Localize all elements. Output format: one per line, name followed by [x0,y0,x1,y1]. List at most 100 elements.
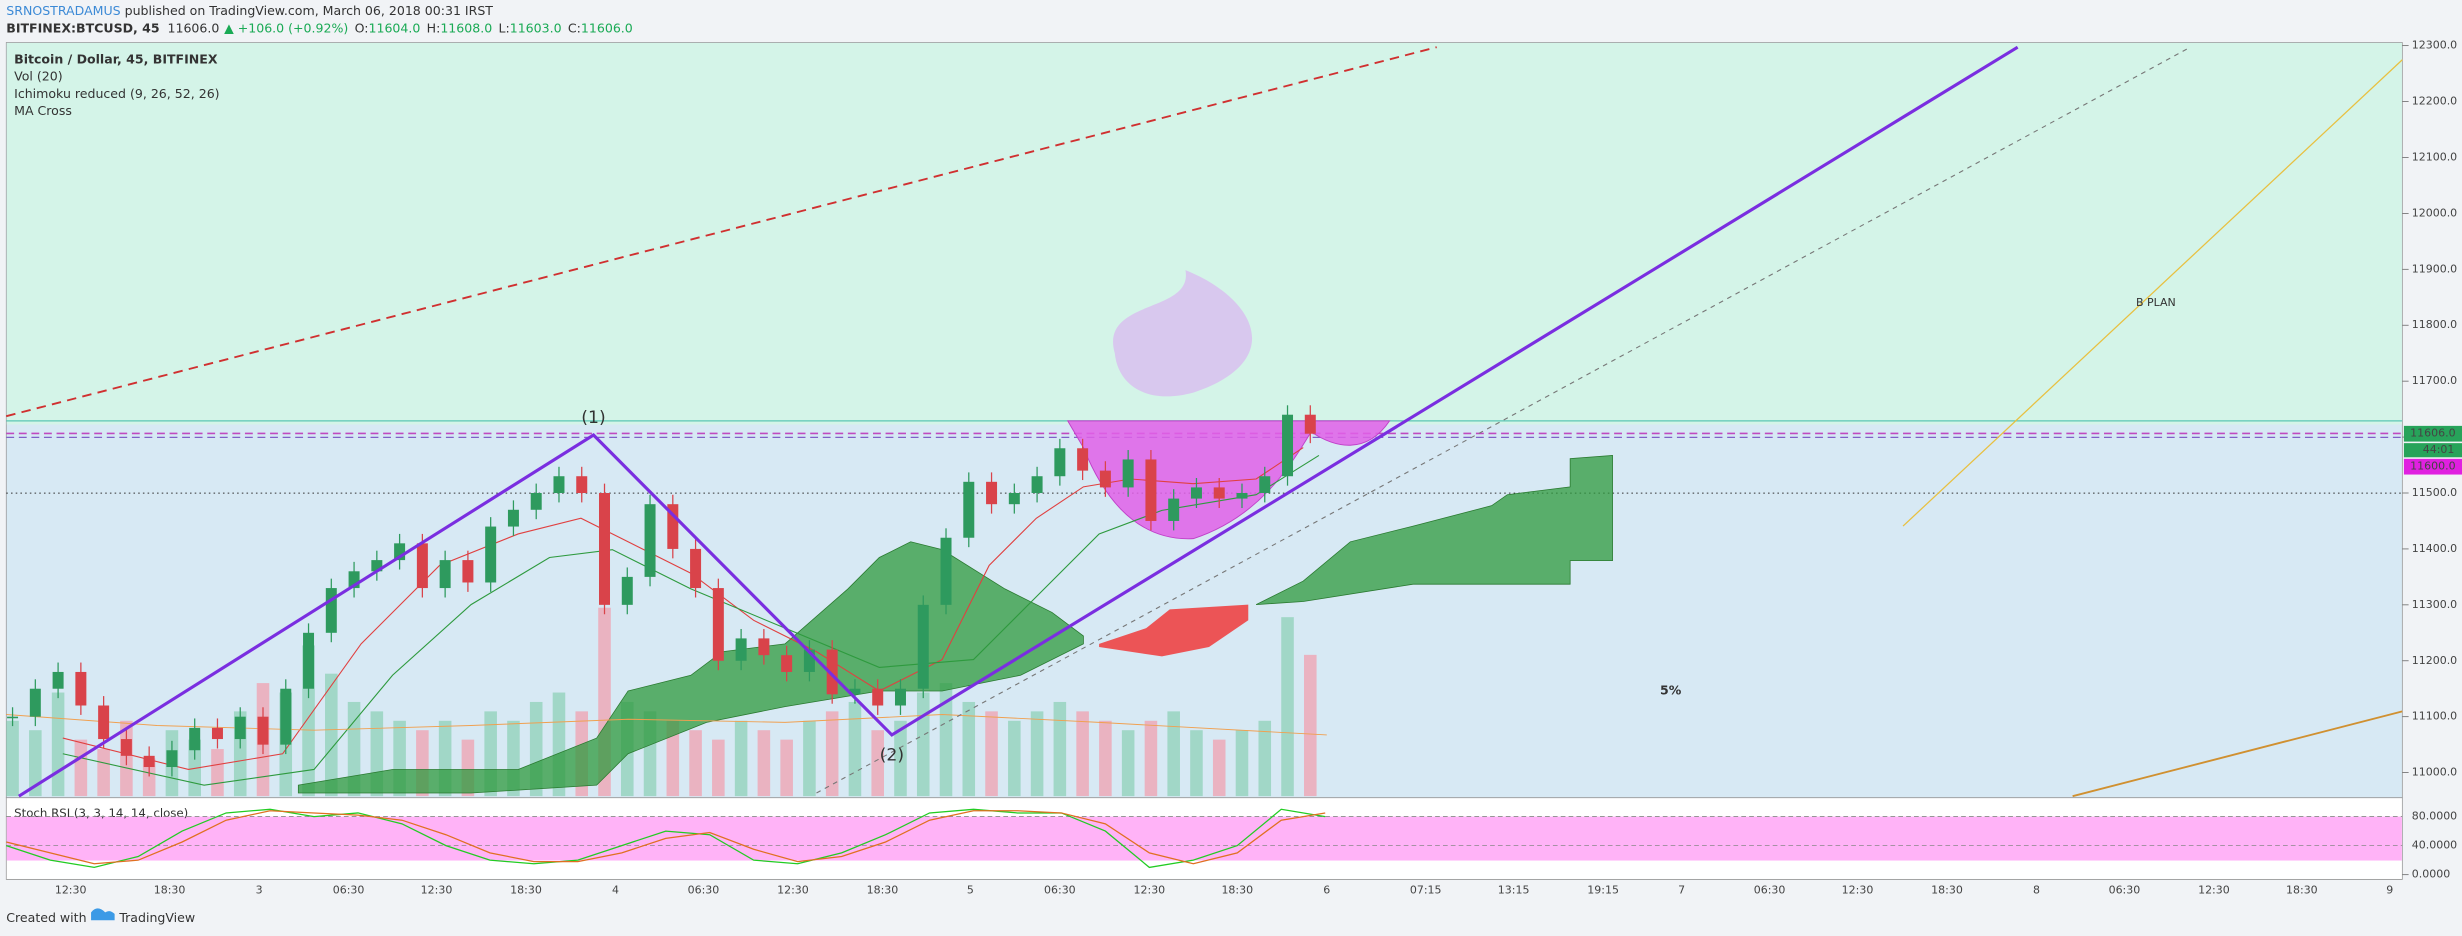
ichimoku-cloud [1255,455,1613,605]
candle [462,560,474,583]
candle [394,543,406,561]
ohlc-value: 11603.0 [510,20,562,35]
volume-bar [985,711,998,797]
ohlc-value: 11604.0 [368,20,420,35]
legend-entry: Bitcoin / Dollar, 45, BITFINEX [14,51,218,66]
candle [1282,414,1294,477]
stoch-band [6,816,2402,861]
volume-bar [51,692,65,797]
volume-bar [848,701,862,797]
volume-bar [1212,739,1226,797]
x-tick-label: 5 [967,883,974,896]
trend-line [816,46,2191,794]
candle [849,688,861,695]
x-tick-label: 18:30 [867,883,899,896]
x-tick-label: 06:30 [2109,883,2141,896]
candle [1077,448,1089,471]
candle [872,688,884,706]
candle [1304,414,1316,434]
candle [325,588,337,633]
candle [280,688,292,745]
trend-line [1902,59,2403,527]
candle [667,504,679,549]
candle [1031,476,1043,494]
ma-slow [62,454,1320,786]
last-price-tag [2403,425,2462,442]
volume-bar [916,692,930,797]
candle [894,688,906,706]
stoch-tick-label: 0.0000 [2412,868,2450,881]
x-tick-label: 06:30 [1044,883,1076,896]
volume-bar [1281,617,1294,797]
x-tick-label: 6 [1323,883,1330,896]
volume-bar [1008,720,1021,797]
candle [712,588,724,661]
candle [120,739,132,756]
legend-entry: Vol (20) [14,69,63,84]
volume-bar [939,683,953,797]
candle [485,526,497,583]
volume-bar [1099,720,1112,797]
candle [29,688,41,717]
wave-line [18,45,2019,798]
volume-bar [666,720,680,797]
x-tick-label: 06:30 [333,883,365,896]
x-tick-label: 18:30 [510,883,542,896]
candle [917,604,929,689]
footer-created: Created with [6,910,86,925]
candle [986,481,998,505]
percent-label: 5% [1660,682,1682,697]
candle [507,509,519,527]
x-tick-label: 8 [2033,883,2040,896]
x-tick-label: 7 [1678,883,1685,896]
candle [1122,459,1134,488]
volume-bar [6,720,19,797]
candle [439,560,451,589]
candle [189,727,201,751]
volume-bar [1167,711,1180,797]
candle [803,649,815,672]
candle [1008,493,1020,505]
last-price-label: 11606.0 [2410,427,2455,440]
x-tick-label: 06:30 [688,883,720,896]
candle [599,493,611,605]
volume-bar [1030,711,1044,797]
stoch-tick-label: 80.0000 [2412,810,2457,823]
volume-bar [1121,730,1135,797]
ichimoku-cloud [297,541,1084,794]
published: published on TradingView.com, March 06, … [121,3,494,18]
candle [234,716,246,740]
candle [143,755,155,768]
ohlc-key: H: [427,20,441,35]
ohlc-key: O: [355,20,369,35]
candle [98,705,110,740]
footer-brand[interactable]: TradingView [118,910,195,925]
volume-bar [689,730,702,797]
header-line: SRNOSTRADAMUS published on TradingView.c… [6,3,493,18]
candle [7,716,19,719]
change: ▲ +106.0 (+0.92%) [224,20,348,35]
legend-entry: MA Cross [14,103,72,118]
x-tick-label: 18:30 [1931,883,1963,896]
swirl-shape [1113,270,1253,397]
volume-bar [142,758,156,797]
volume-bar [29,730,42,797]
ohlc-value: 11608.0 [440,20,492,35]
x-tick-label: 12:30 [1842,883,1874,896]
volume-bar [871,730,884,797]
author[interactable]: SRNOSTRADAMUS [6,3,120,18]
ohlc-key: L: [499,20,510,35]
y-tick-label: 12200.0 [2412,95,2457,108]
x-tick-label: 18:30 [1221,883,1253,896]
legend-entry: Ichimoku reduced (9, 26, 52, 26) [14,86,219,101]
candle [940,537,952,605]
candle [1054,448,1066,477]
volume-bar [325,673,338,797]
volume-bar [74,739,88,797]
candle [576,476,588,494]
x-tick-label: 18:30 [154,883,186,896]
symbol-line: BITFINEX:BTCUSD, 45 11606.0 ▲ +106.0 (+0.9… [6,20,633,35]
x-tick-label: 12:30 [421,883,453,896]
volume-bar [962,701,976,797]
